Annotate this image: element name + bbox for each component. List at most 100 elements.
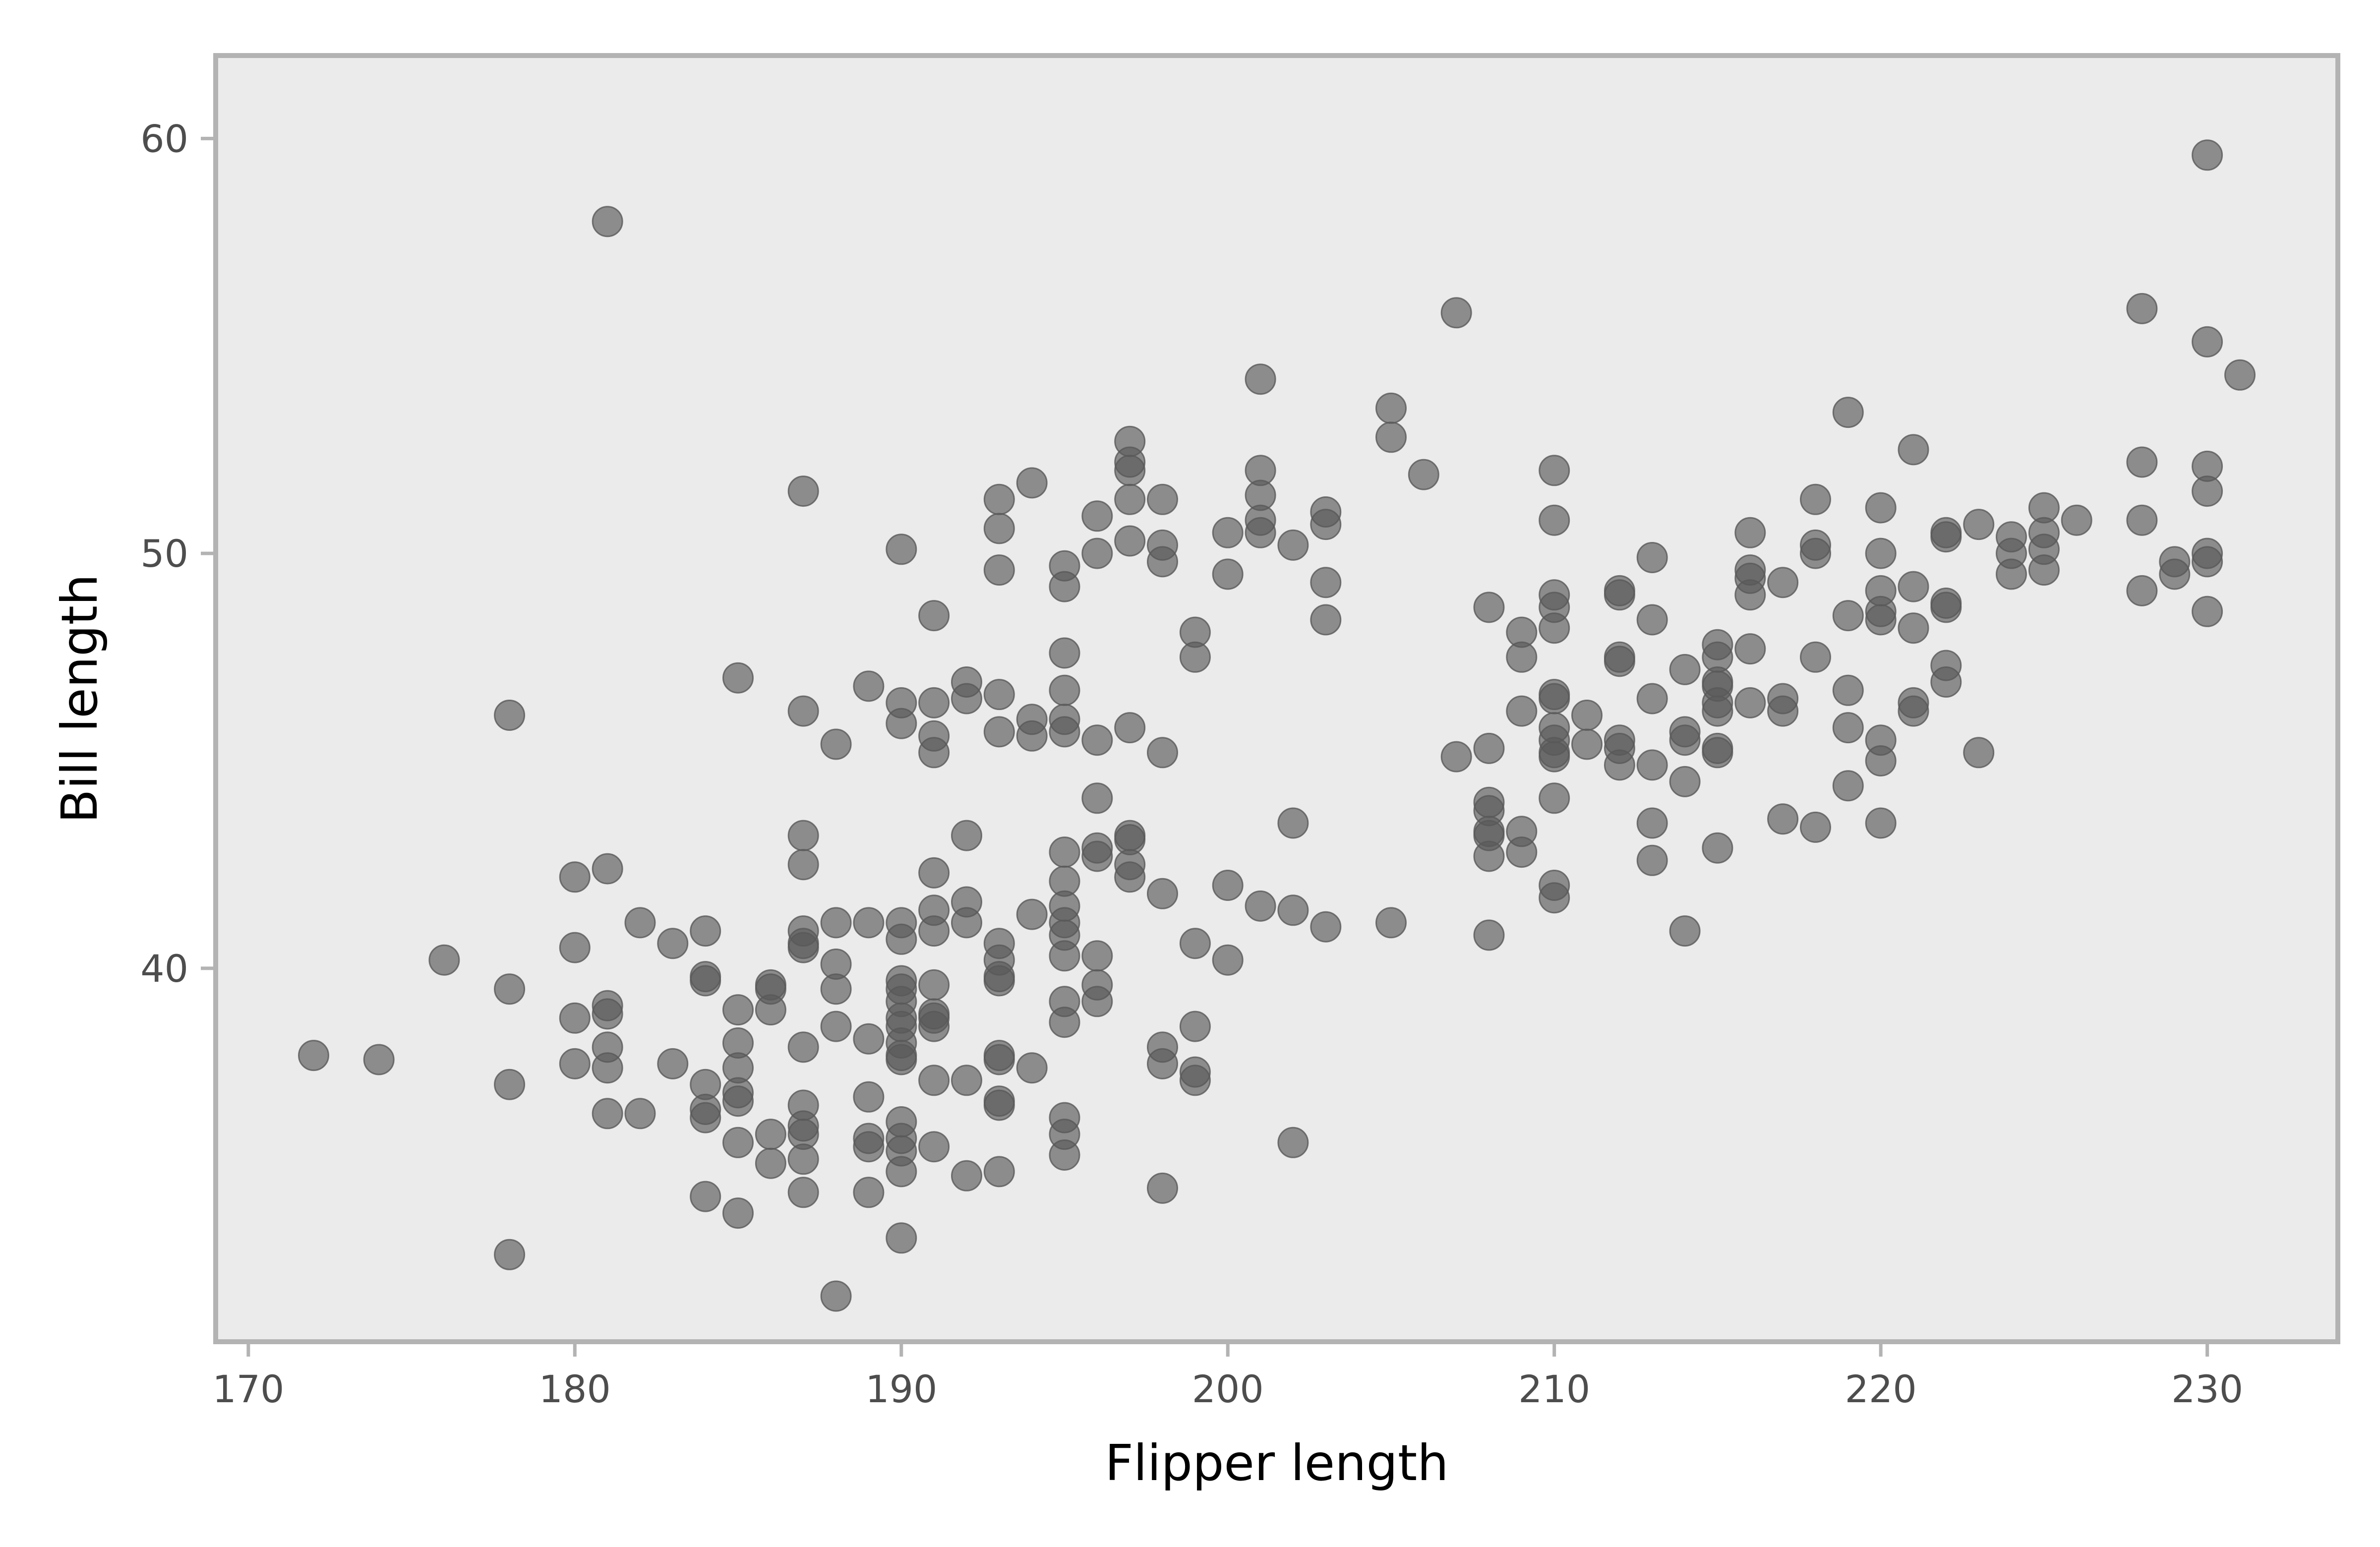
scatter-point (1081, 840, 1113, 872)
scatter-point (1310, 567, 1342, 598)
scatter-point (983, 1156, 1015, 1188)
scatter-point (592, 1098, 623, 1130)
x-tick-label: 190 (865, 1367, 937, 1411)
scatter-point (755, 1147, 786, 1179)
scatter-point (2126, 504, 2158, 536)
scatter-point (1930, 666, 1962, 698)
scatter-point (1800, 483, 1831, 515)
scatter-point (1734, 633, 1766, 665)
scatter-point (1310, 604, 1342, 636)
scatter-point (918, 1011, 950, 1042)
scatter-point (787, 695, 819, 727)
scatter-point (951, 907, 982, 939)
scatter-point (1473, 840, 1505, 872)
scatter-point (820, 728, 852, 760)
scatter-point (1049, 836, 1080, 868)
scatter-point (1571, 728, 1603, 760)
scatter-point (1734, 687, 1766, 718)
scatter-point (1114, 861, 1146, 893)
scatter-point (1539, 683, 1570, 714)
scatter-point (1865, 807, 1897, 839)
scatter-point (1800, 537, 1831, 569)
scatter-point (1473, 919, 1505, 951)
scatter-point (1865, 745, 1897, 776)
panel-background (216, 56, 2338, 1342)
scatter-point (1702, 832, 1733, 864)
scatter-point (1865, 492, 1897, 524)
scatter-point (1114, 483, 1146, 515)
scatter-point (1734, 579, 1766, 611)
scatter-point (1539, 882, 1570, 914)
scatter-point (657, 1048, 689, 1079)
scatter-point (559, 1048, 591, 1079)
x-tick-label: 180 (539, 1367, 611, 1411)
scatter-point (1669, 654, 1701, 685)
scatter-point (1800, 811, 1831, 843)
scatter-point (951, 1065, 982, 1096)
scatter-point (1473, 732, 1505, 764)
scatter-point (787, 1143, 819, 1175)
scatter-point (853, 670, 885, 702)
scatter-point (1506, 695, 1538, 727)
scatter-point (690, 1181, 721, 1212)
scatter-point (983, 513, 1015, 544)
scatter-point (1310, 509, 1342, 540)
x-tick-label: 170 (212, 1367, 284, 1411)
scatter-point (1081, 500, 1113, 532)
scatter-point (559, 861, 591, 893)
scatter-point (1081, 724, 1113, 756)
scatter-point (494, 1239, 526, 1270)
scatter-point (951, 820, 982, 851)
scatter-point (1636, 542, 1668, 573)
scatter-point (1147, 483, 1178, 515)
scatter-point (592, 206, 623, 238)
scatter-point (1865, 537, 1897, 569)
scatter-point (559, 1002, 591, 1034)
scatter-point (1669, 766, 1701, 797)
scatter-point (918, 1065, 950, 1096)
scatter-point (624, 1098, 656, 1130)
scatter-point (1277, 894, 1309, 926)
scatter-point (787, 820, 819, 851)
scatter-point (2192, 595, 2223, 627)
scatter-point (1636, 604, 1668, 636)
scatter-point (1016, 1052, 1048, 1084)
scatter-point (1898, 612, 1929, 644)
scatter-point (918, 915, 950, 947)
scatter-point (624, 907, 656, 939)
scatter-point (2192, 139, 2223, 171)
scatter-point (1440, 297, 1472, 329)
scatter-point (1832, 674, 1864, 706)
scatter-point (1702, 737, 1733, 769)
scatter-point (1375, 907, 1407, 939)
scatter-point (1081, 986, 1113, 1017)
scatter-point (1636, 844, 1668, 876)
scatter-point (820, 907, 852, 939)
data-points (298, 139, 2256, 1312)
scatter-point (1930, 521, 1962, 553)
scatter-point (1277, 1127, 1309, 1158)
scatter-point (1147, 878, 1178, 909)
scatter-point (787, 1177, 819, 1208)
scatter-point (1539, 612, 1570, 644)
scatter-point (1147, 1048, 1178, 1079)
scatter-point (1081, 537, 1113, 569)
scatter-point (787, 849, 819, 881)
scatter-point (1049, 1007, 1080, 1038)
scatter-point (2192, 546, 2223, 578)
scatter-point (918, 1131, 950, 1163)
scatter-point (657, 928, 689, 959)
scatter-point (983, 965, 1015, 997)
scatter-point (1506, 836, 1538, 868)
scatter-point (1767, 567, 1799, 598)
scatter-point (1212, 558, 1244, 590)
scatter-point (918, 600, 950, 632)
scatter-point (1114, 712, 1146, 744)
scatter-point (1016, 898, 1048, 930)
scatter-point (1016, 467, 1048, 499)
scatter-point (853, 1131, 885, 1163)
scatter-point (787, 932, 819, 963)
scatter-point (1669, 724, 1701, 756)
scatter-point (1016, 720, 1048, 752)
